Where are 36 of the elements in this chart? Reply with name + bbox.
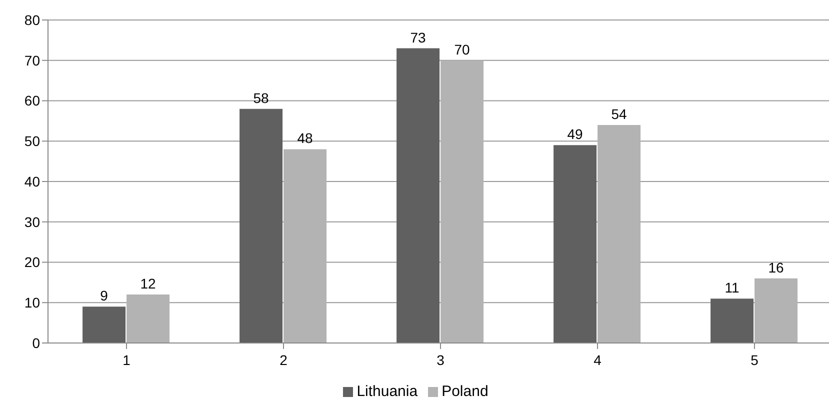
- data-label: 54: [611, 106, 628, 122]
- x-tick-label: 1: [122, 352, 131, 368]
- data-label: 70: [454, 41, 470, 58]
- x-tick-label: 3: [436, 352, 445, 368]
- data-label: 48: [297, 130, 314, 146]
- bar: [240, 108, 283, 343]
- y-tick-label: 70: [24, 52, 40, 68]
- bar: [396, 48, 440, 343]
- data-label: 12: [140, 276, 156, 292]
- legend-label: Lithuania: [356, 383, 418, 400]
- x-tick-label: 2: [280, 352, 288, 368]
- data-label: 9: [100, 288, 108, 304]
- bar: [554, 145, 597, 343]
- x-tick-label: 5: [750, 352, 759, 368]
- data-label: 16: [768, 259, 784, 276]
- data-label: 58: [253, 90, 270, 106]
- y-tick-label: 80: [24, 12, 40, 28]
- data-label: 73: [410, 29, 426, 46]
- y-tick-label: 60: [24, 92, 40, 109]
- y-tick-label: 20: [24, 254, 40, 270]
- data-label: 49: [567, 126, 584, 142]
- bar: [440, 60, 484, 343]
- y-tick-label: 10: [24, 294, 40, 311]
- bar: [598, 124, 641, 343]
- x-tick-label: 4: [594, 352, 602, 368]
- legend-label: Poland: [442, 383, 488, 400]
- y-tick-label: 30: [24, 214, 40, 230]
- bar: [284, 149, 327, 343]
- bar: [82, 306, 126, 343]
- y-tick-label: 50: [24, 133, 40, 150]
- bar: [710, 298, 754, 343]
- bar: [754, 278, 798, 343]
- y-tick-label: 0: [32, 334, 40, 351]
- bar: [126, 294, 170, 343]
- y-tick-label: 40: [24, 173, 40, 190]
- data-label: 11: [724, 280, 740, 296]
